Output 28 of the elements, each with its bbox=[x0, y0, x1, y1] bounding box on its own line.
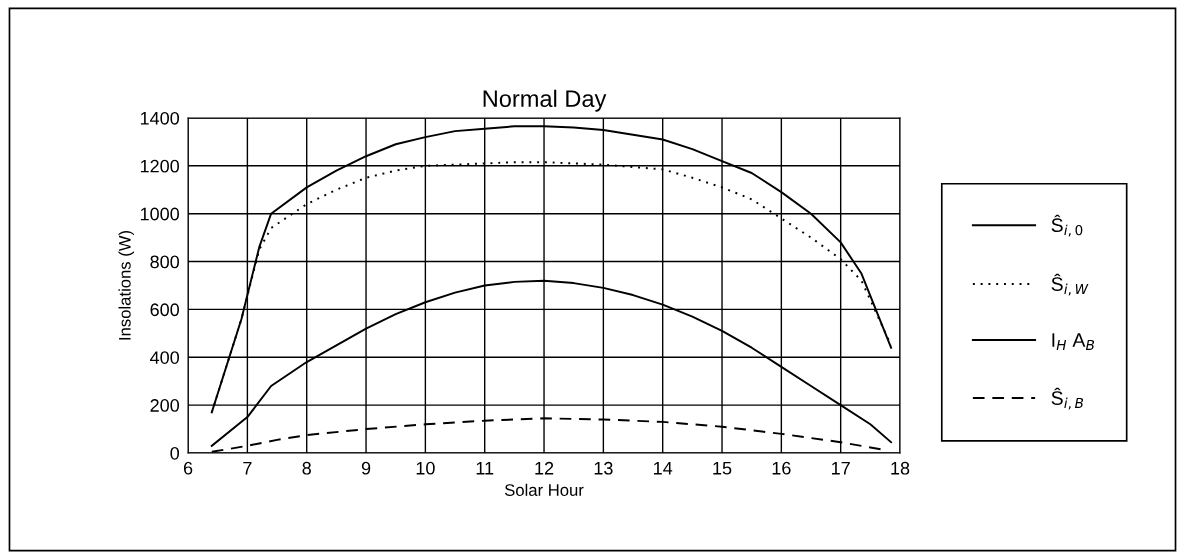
x-axis-title: Solar Hour bbox=[504, 483, 584, 496]
legend-label: Ŝ$_{i,0}$ bbox=[1051, 214, 1083, 237]
y-tick-label: 200 bbox=[150, 399, 180, 412]
y-tick-label: 1200 bbox=[140, 159, 180, 173]
y-tick-label: 400 bbox=[150, 351, 180, 364]
y-tick-label: 800 bbox=[150, 255, 180, 269]
x-tick-label: 14 bbox=[654, 462, 673, 475]
x-tick-label: 11 bbox=[476, 462, 494, 475]
legend-label: Ŝ$_{i,W}$ bbox=[1051, 273, 1089, 296]
x-tick-label: 9 bbox=[361, 461, 371, 475]
x-tick-label: 10 bbox=[416, 461, 435, 475]
y-axis-title: Insolations (W) bbox=[118, 230, 134, 340]
y-tick-label: 600 bbox=[150, 303, 180, 317]
x-tick-label: 6 bbox=[183, 461, 193, 475]
x-tick-label: 7 bbox=[243, 462, 252, 475]
y-tick-label: 1400 bbox=[140, 111, 180, 125]
x-tick-label: 15 bbox=[713, 462, 732, 475]
y-tick-label: 0 bbox=[170, 446, 180, 460]
x-tick-label: 17 bbox=[832, 462, 850, 475]
x-tick-label: 13 bbox=[594, 461, 613, 475]
x-tick-label: 16 bbox=[772, 461, 791, 475]
x-tick-label: 12 bbox=[535, 461, 554, 475]
y-tick-label: 1000 bbox=[140, 207, 180, 221]
chart-title: Normal Day bbox=[483, 89, 607, 112]
x-tick-label: 8 bbox=[302, 461, 311, 475]
legend-label: I$_{H}$ A$_{B}$ bbox=[1052, 333, 1095, 350]
x-tick-label: 18 bbox=[891, 461, 910, 475]
legend-label: Ŝ$_{i,B}$ bbox=[1051, 387, 1084, 410]
